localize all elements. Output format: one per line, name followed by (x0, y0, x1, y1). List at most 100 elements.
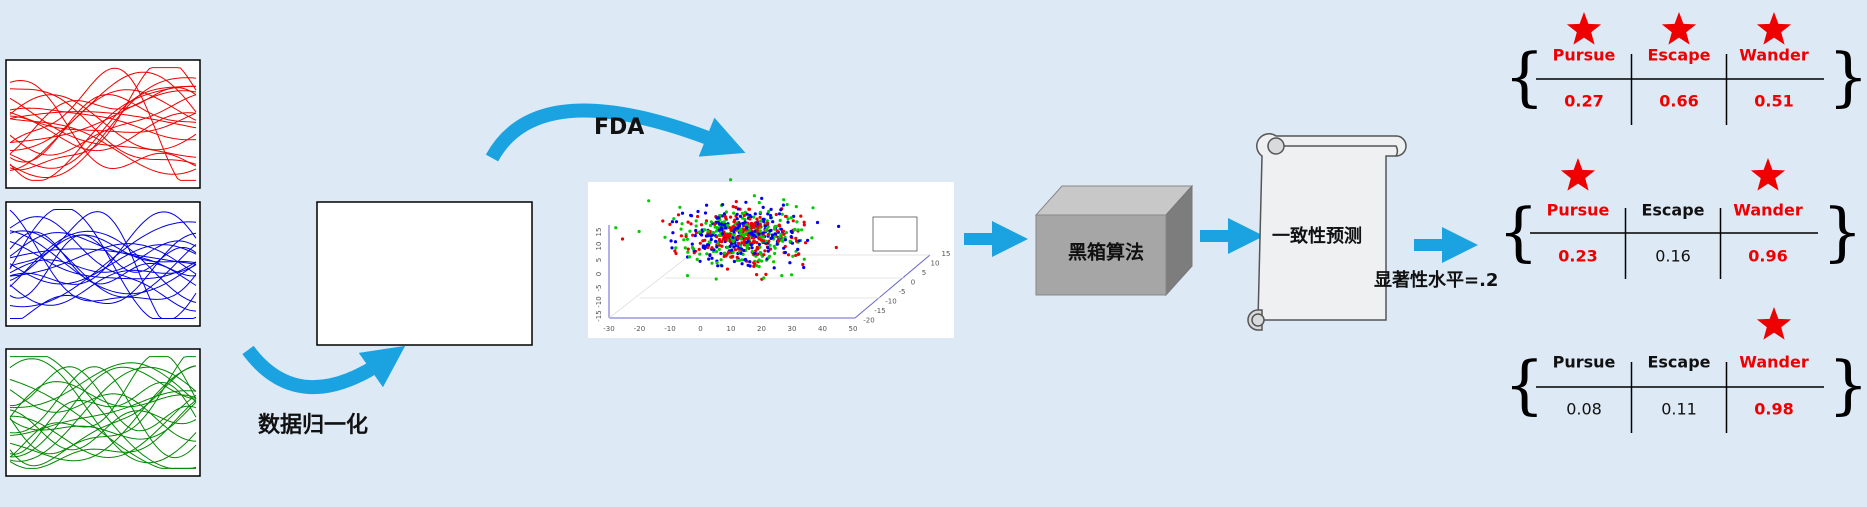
scatter-dot (722, 223, 727, 227)
scatter-dot (802, 223, 806, 227)
column-label: Wander (1739, 353, 1809, 372)
scatter-dot (742, 248, 746, 253)
scatter-dot (811, 206, 815, 210)
scatter-dot (701, 245, 705, 249)
scatter-dot (731, 205, 735, 209)
scatter-dot (781, 203, 786, 207)
scatter-dot (797, 252, 801, 256)
scatter-dot (717, 247, 721, 251)
scatter-dot (694, 228, 698, 233)
scatter-dot (707, 240, 711, 244)
scatter-dot (744, 200, 748, 204)
scatter-dot (710, 246, 714, 250)
scatter-dot (764, 272, 768, 276)
scroll (1247, 133, 1407, 331)
column-label: Pursue (1553, 353, 1616, 372)
star (1756, 307, 1792, 340)
curve (9, 230, 197, 303)
scatter-dot (759, 219, 763, 223)
scatter-dot (802, 220, 806, 224)
scatter-dot (769, 207, 773, 211)
curve (9, 366, 197, 462)
star (1750, 158, 1786, 191)
scatter-dot (834, 245, 838, 250)
scatter-dot (739, 251, 743, 255)
scatter-dot (742, 238, 746, 242)
scatter-dot (740, 211, 745, 215)
normalization-label: 数据归一化 (258, 412, 368, 438)
z-tick-label: -5 (899, 288, 906, 296)
scatter-dot (750, 249, 755, 254)
black-box-label: 黑箱算法 (1068, 241, 1144, 264)
scatter-dot (712, 248, 716, 252)
scatter-dot (748, 217, 752, 221)
scatter-dot (696, 214, 700, 219)
scatter-dot (806, 238, 810, 242)
scatter-dot (698, 252, 702, 256)
scatter-dot (721, 237, 725, 241)
scatter-dot (719, 222, 724, 226)
scatter-dot (774, 212, 778, 217)
scatter-dot (620, 237, 625, 241)
y-tick-label: 10 (595, 242, 603, 251)
curve (9, 111, 197, 129)
scatter-dot (731, 235, 735, 240)
scatter-dot (637, 229, 641, 234)
scatter-dot (762, 276, 766, 280)
p-value: 0.98 (1754, 400, 1793, 419)
scatter-dot (804, 241, 808, 245)
curve (9, 356, 197, 458)
scatter-dot (715, 229, 719, 233)
scatter-dot (837, 224, 841, 228)
scatter-dot (673, 249, 677, 253)
scatter-dot (738, 244, 743, 248)
scatter-dot (698, 241, 702, 245)
scatter-dot (744, 232, 748, 236)
scatter-dot (706, 229, 710, 233)
scatter-dot (755, 245, 759, 249)
scatter-dot (758, 215, 762, 219)
curve (9, 232, 197, 286)
scatter-dot (743, 217, 747, 222)
scatter-dot (764, 229, 768, 233)
scatter-dot (761, 205, 765, 209)
scatter-dot (647, 199, 651, 203)
curve (9, 234, 197, 281)
scatter-dot (758, 229, 762, 233)
scatter-dot (705, 243, 710, 247)
scatter-dot (724, 226, 728, 230)
scatter-dot (700, 233, 704, 237)
scatter-dot (783, 238, 788, 242)
scatter-dot (687, 255, 692, 259)
arrow (242, 345, 406, 394)
scatter-dot (694, 224, 698, 228)
scatter-dot (767, 255, 771, 260)
scatter-dot (794, 205, 798, 209)
scatter-dot (730, 227, 734, 231)
scatter-dot (753, 212, 757, 216)
scatter-dot (691, 233, 695, 237)
scatter-dot (669, 239, 673, 243)
column-label: Wander (1739, 46, 1809, 65)
scatter-dot (780, 239, 784, 243)
scatter-dot (737, 258, 742, 262)
scatter-dot (729, 215, 733, 219)
scatter-dot (790, 273, 794, 277)
scatter-dot (714, 277, 718, 281)
y-tick-label: 15 (595, 228, 603, 237)
z-tick-label: 0 (911, 279, 915, 287)
scatter-dot (707, 257, 711, 261)
scatter-dot (780, 274, 784, 278)
scatter-dot (790, 230, 794, 235)
scatter-dot (714, 250, 719, 254)
star (1560, 158, 1596, 191)
scatter-dot (716, 216, 721, 220)
scatter-dot (777, 212, 782, 216)
scatter-dot (698, 230, 702, 234)
scatter-dot (801, 262, 805, 267)
scatter-dot (768, 243, 772, 247)
scatter-dot (693, 234, 697, 238)
curve (9, 94, 197, 163)
